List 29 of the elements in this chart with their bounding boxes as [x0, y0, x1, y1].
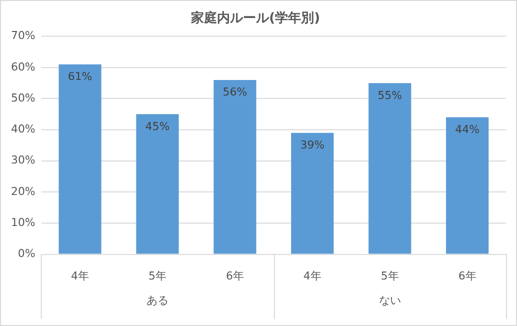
bar — [214, 80, 256, 254]
y-tick-label: 40% — [10, 122, 36, 136]
data-label: 44% — [455, 123, 480, 136]
x-tick-label: 5年 — [380, 270, 399, 283]
y-tick-label: 20% — [10, 184, 36, 198]
x-tick-label: 6年 — [458, 270, 476, 283]
x-tick-label: 4年 — [303, 270, 322, 283]
y-tick-label: 50% — [10, 91, 36, 104]
text: ある — [146, 294, 168, 307]
y-tick-label: 0% — [18, 247, 36, 260]
data-label: 39% — [300, 138, 325, 152]
x-tick-label: 6年 — [226, 270, 244, 283]
y-tick-label: 10% — [10, 216, 36, 229]
bar — [446, 117, 489, 254]
text: ない — [378, 294, 401, 307]
data-label: 61% — [68, 70, 92, 84]
y-tick-label: 70% — [10, 29, 36, 42]
y-tick-label: 60% — [10, 60, 36, 74]
bar — [136, 114, 179, 254]
data-label: 56% — [222, 86, 248, 99]
data-label: 45% — [145, 120, 170, 133]
data-label: 55% — [378, 88, 402, 102]
x-tick-label: 4年 — [71, 270, 90, 283]
y-tick-label: 30% — [10, 154, 36, 167]
bar — [291, 132, 334, 254]
x-tick-label: 5年 — [148, 270, 166, 283]
bar — [58, 64, 102, 254]
bar — [368, 83, 412, 254]
chart-title: 家庭内ルール(学年別) — [190, 10, 320, 26]
